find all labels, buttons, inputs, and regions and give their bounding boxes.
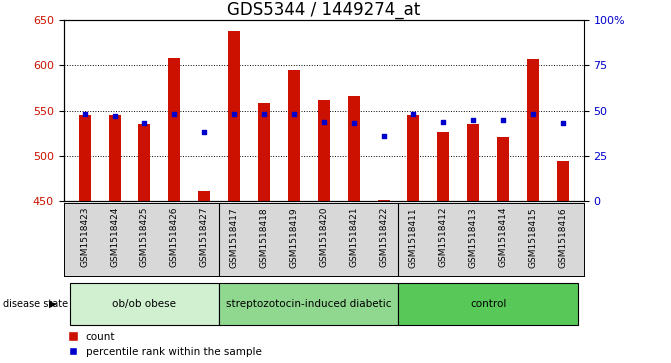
Text: GSM1518426: GSM1518426 — [170, 207, 179, 268]
Bar — [378, 200, 389, 201]
Bar — [497, 137, 509, 201]
Point — [348, 121, 359, 126]
Text: streptozotocin-induced diabetic: streptozotocin-induced diabetic — [226, 299, 392, 309]
Text: GSM1518418: GSM1518418 — [260, 207, 268, 268]
Point — [229, 111, 240, 117]
Point — [378, 133, 389, 139]
Bar — [109, 115, 121, 201]
Point — [318, 119, 329, 125]
Point — [79, 111, 90, 117]
Bar — [437, 132, 450, 201]
Bar — [258, 103, 270, 201]
Bar — [198, 191, 210, 201]
Text: GSM1518412: GSM1518412 — [439, 207, 448, 268]
Text: disease state: disease state — [3, 299, 68, 309]
Bar — [288, 70, 300, 201]
Bar — [399, 283, 578, 325]
Point — [498, 117, 509, 123]
Text: GSM1518427: GSM1518427 — [200, 207, 209, 268]
Point — [139, 121, 150, 126]
Text: GSM1518417: GSM1518417 — [229, 207, 239, 268]
Title: GDS5344 / 1449274_at: GDS5344 / 1449274_at — [227, 1, 421, 19]
Point — [289, 111, 299, 117]
Text: GSM1518421: GSM1518421 — [349, 207, 358, 268]
Text: ▶: ▶ — [49, 299, 56, 309]
Point — [169, 111, 180, 117]
Point — [468, 117, 478, 123]
Legend: count, percentile rank within the sample: count, percentile rank within the sample — [69, 332, 262, 357]
Bar — [527, 59, 539, 201]
Text: GSM1518425: GSM1518425 — [140, 207, 149, 268]
Bar — [407, 115, 419, 201]
Bar — [467, 124, 479, 201]
Bar — [79, 115, 91, 201]
Point — [558, 121, 568, 126]
Text: GSM1518415: GSM1518415 — [529, 207, 537, 268]
Point — [109, 113, 120, 119]
Bar — [228, 31, 240, 201]
Bar — [348, 96, 360, 201]
Text: GSM1518422: GSM1518422 — [379, 207, 388, 267]
Bar — [318, 100, 329, 201]
Text: GSM1518413: GSM1518413 — [468, 207, 478, 268]
Bar — [70, 283, 219, 325]
Point — [258, 111, 269, 117]
Text: GSM1518423: GSM1518423 — [80, 207, 89, 268]
Text: GSM1518411: GSM1518411 — [409, 207, 418, 268]
Text: ob/ob obese: ob/ob obese — [113, 299, 176, 309]
Point — [438, 119, 449, 125]
Bar — [219, 283, 399, 325]
Point — [408, 111, 419, 117]
Text: GSM1518420: GSM1518420 — [319, 207, 328, 268]
Text: GSM1518424: GSM1518424 — [110, 207, 119, 267]
Text: control: control — [470, 299, 507, 309]
Bar — [557, 160, 569, 201]
Text: GSM1518416: GSM1518416 — [558, 207, 568, 268]
Point — [527, 111, 538, 117]
Bar — [138, 124, 150, 201]
Point — [199, 130, 209, 135]
Text: GSM1518414: GSM1518414 — [499, 207, 507, 268]
Bar — [168, 58, 180, 201]
Text: GSM1518419: GSM1518419 — [289, 207, 299, 268]
